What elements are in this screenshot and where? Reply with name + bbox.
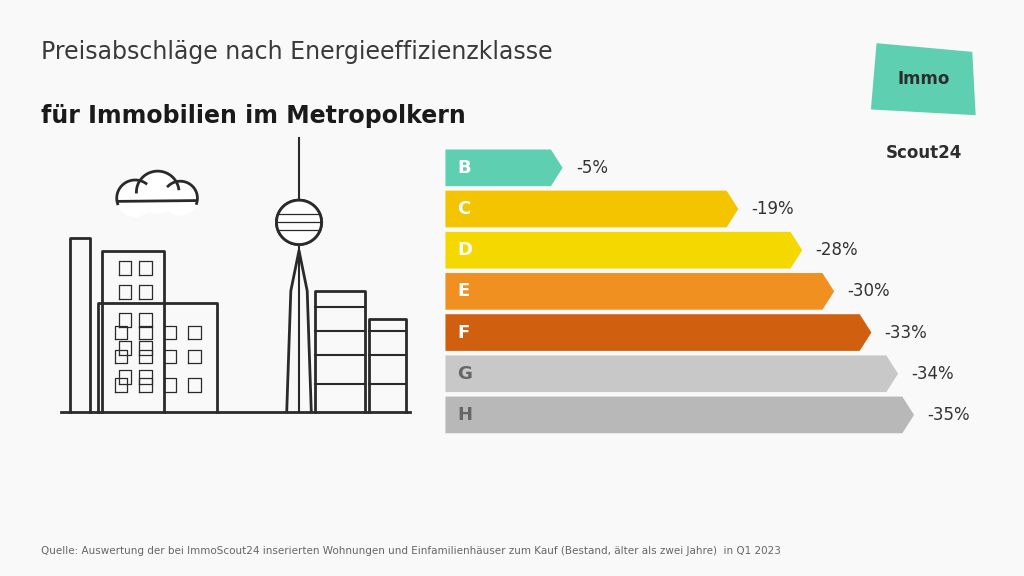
Polygon shape	[445, 355, 898, 392]
Polygon shape	[870, 43, 976, 115]
Text: F: F	[457, 324, 469, 342]
Text: -28%: -28%	[815, 241, 858, 259]
Circle shape	[163, 181, 198, 215]
Text: -19%: -19%	[752, 200, 795, 218]
Polygon shape	[445, 191, 738, 228]
Text: -34%: -34%	[911, 365, 954, 382]
Polygon shape	[445, 150, 562, 186]
Text: -5%: -5%	[575, 159, 608, 177]
Text: D: D	[457, 241, 472, 259]
Text: B: B	[457, 159, 471, 177]
Text: -35%: -35%	[928, 406, 970, 424]
Text: für Immobilien im Metropolkern: für Immobilien im Metropolkern	[41, 104, 466, 128]
Text: E: E	[457, 282, 469, 300]
Text: H: H	[457, 406, 472, 424]
Circle shape	[136, 171, 179, 213]
Text: Preisabschläge nach Energieeffizienzklasse: Preisabschläge nach Energieeffizienzklas…	[41, 40, 553, 65]
Circle shape	[276, 200, 322, 244]
Text: Quelle: Auswertung der bei ImmoScout24 inserierten Wohnungen und Einfamilienhäus: Quelle: Auswertung der bei ImmoScout24 i…	[41, 546, 781, 556]
Text: Scout24: Scout24	[886, 143, 962, 162]
Text: Immo: Immo	[898, 70, 950, 88]
Polygon shape	[445, 397, 914, 433]
Circle shape	[117, 180, 154, 217]
Text: G: G	[457, 365, 472, 382]
Polygon shape	[445, 232, 802, 268]
Text: -30%: -30%	[848, 282, 890, 300]
Text: C: C	[457, 200, 470, 218]
Polygon shape	[445, 314, 871, 351]
Text: -33%: -33%	[885, 324, 928, 342]
Polygon shape	[445, 273, 835, 310]
